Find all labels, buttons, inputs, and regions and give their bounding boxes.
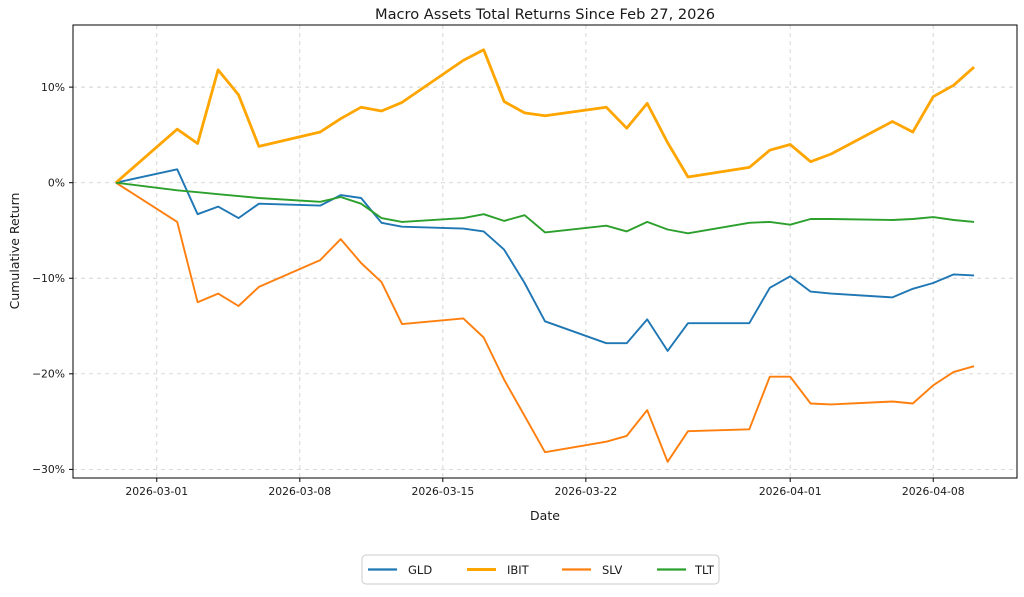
y-tick-label: −20% (32, 368, 65, 381)
x-tick-label: 2026-03-22 (554, 485, 617, 498)
legend-label-SLV: SLV (602, 563, 622, 577)
plot-border (72, 24, 1018, 479)
x-axis-label: Date (530, 508, 560, 523)
y-tick-label: 10% (41, 81, 65, 94)
x-tick-label: 2026-03-08 (268, 485, 331, 498)
legend-label-GLD: GLD (408, 563, 432, 577)
legend: GLD IBIT SLV TLT (361, 554, 720, 585)
y-axis-label: Cumulative Return (7, 193, 22, 310)
x-tick-label: 2026-04-08 (902, 485, 965, 498)
x-tick-label: 2026-03-15 (411, 485, 474, 498)
x-tick-label: 2026-04-01 (759, 485, 822, 498)
legend-box (361, 554, 720, 585)
legend-label-IBIT: IBIT (507, 563, 530, 577)
y-tick-label: −10% (32, 272, 65, 285)
legend-label-TLT: TLT (694, 563, 715, 577)
series-SLV (115, 181, 975, 463)
series-GLD (115, 168, 975, 352)
x-tick-label: 2026-03-01 (125, 485, 188, 498)
y-tick-label: 0% (48, 176, 65, 189)
grid-layer (73, 25, 1017, 478)
series-layer (114, 48, 976, 463)
series-IBIT (114, 48, 976, 184)
series-TLT (115, 181, 975, 235)
tick-layer: 2026-03-01 2026-03-08 2026-03-15 2026-03-22… (32, 81, 965, 498)
y-tick-label: −30% (32, 463, 65, 476)
axes-layer (72, 24, 1018, 479)
chart-title: Macro Assets Total Returns Since Feb 27,… (375, 6, 715, 23)
